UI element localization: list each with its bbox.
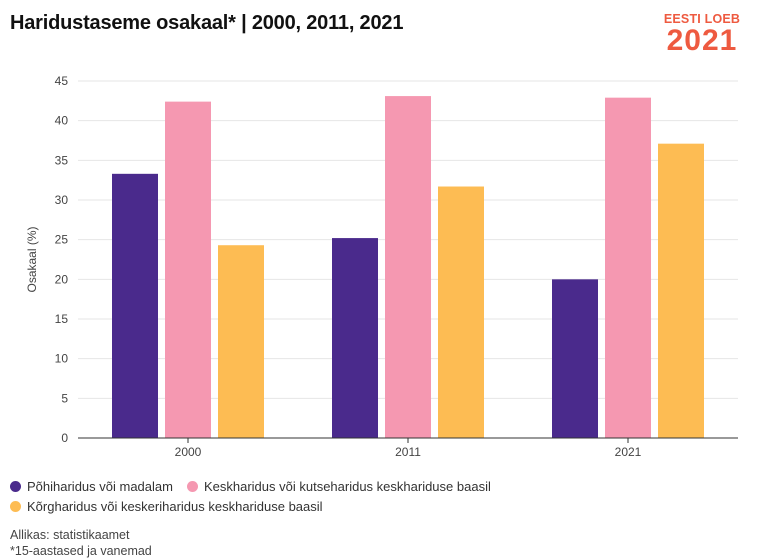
chart-footer: Allikas: statistikaamet *15-aastased ja … bbox=[10, 527, 152, 559]
chart-title: Haridustaseme osakaal* | 2000, 2011, 202… bbox=[10, 12, 404, 34]
bar-2011-series-1 bbox=[332, 238, 378, 438]
y-tick-label: 45 bbox=[55, 74, 69, 88]
bar-chart: 0 5 10 15 20 25 30 35 40 45 Osakaal (%) 2000 2011 202… bbox=[25, 74, 738, 459]
bar-2021-series-1 bbox=[552, 279, 598, 438]
bar-2021-series-3 bbox=[658, 143, 704, 438]
y-tick-label: 15 bbox=[55, 312, 69, 326]
bar-2000-series-2 bbox=[165, 101, 211, 439]
legend-label: Keskharidus või kutseharidus keskharidus… bbox=[203, 478, 491, 494]
bar-2000-series-3 bbox=[218, 245, 264, 438]
legend-label: Põhiharidus või madalam bbox=[27, 478, 173, 494]
bar-2011-series-3 bbox=[438, 186, 484, 438]
bar-2000-series-1 bbox=[112, 173, 158, 438]
legend-item-series-1: Põhiharidus või madalam bbox=[10, 479, 173, 494]
y-tick-label: 30 bbox=[55, 193, 69, 207]
footnote: *15-aastased ja vanemad bbox=[10, 544, 152, 558]
source-note: Allikas: statistikaamet bbox=[10, 528, 130, 542]
x-tick-label: 2000 bbox=[175, 445, 202, 459]
legend-item-series-2: Keskharidus või kutseharidus keskharidus… bbox=[186, 478, 491, 494]
legend-dot-icon bbox=[186, 480, 198, 492]
eesti-loeb-logo: EESTI LOEB 2021 bbox=[662, 12, 742, 56]
chart-legend: Põhiharidus või madalam Keskharidus või … bbox=[10, 476, 505, 516]
y-tick-label: 20 bbox=[55, 272, 69, 286]
y-tick-label: 35 bbox=[55, 153, 69, 167]
bar-2011-series-2 bbox=[385, 96, 431, 438]
legend-item-series-3: Kõrgharidus või keskeriharidus keskharid… bbox=[10, 499, 323, 514]
y-axis-label: Osakaal (%) bbox=[25, 226, 39, 292]
legend-label: Kõrgharidus või keskeriharidus keskharid… bbox=[27, 498, 323, 514]
y-tick-label: 40 bbox=[55, 114, 69, 128]
legend-dot-icon bbox=[10, 480, 21, 492]
logo-text: EESTI LOEB bbox=[663, 12, 741, 26]
legend-dot-icon bbox=[10, 500, 21, 512]
x-tick-label: 2021 bbox=[615, 445, 642, 459]
bar-2021-series-2 bbox=[605, 97, 651, 438]
logo-year: 2021 bbox=[666, 24, 738, 57]
y-tick-label: 5 bbox=[61, 391, 68, 405]
y-tick-label: 25 bbox=[55, 233, 69, 247]
y-tick-label: 10 bbox=[55, 352, 69, 366]
x-tick-label: 2011 bbox=[395, 445, 421, 459]
y-tick-label: 0 bbox=[61, 431, 68, 445]
